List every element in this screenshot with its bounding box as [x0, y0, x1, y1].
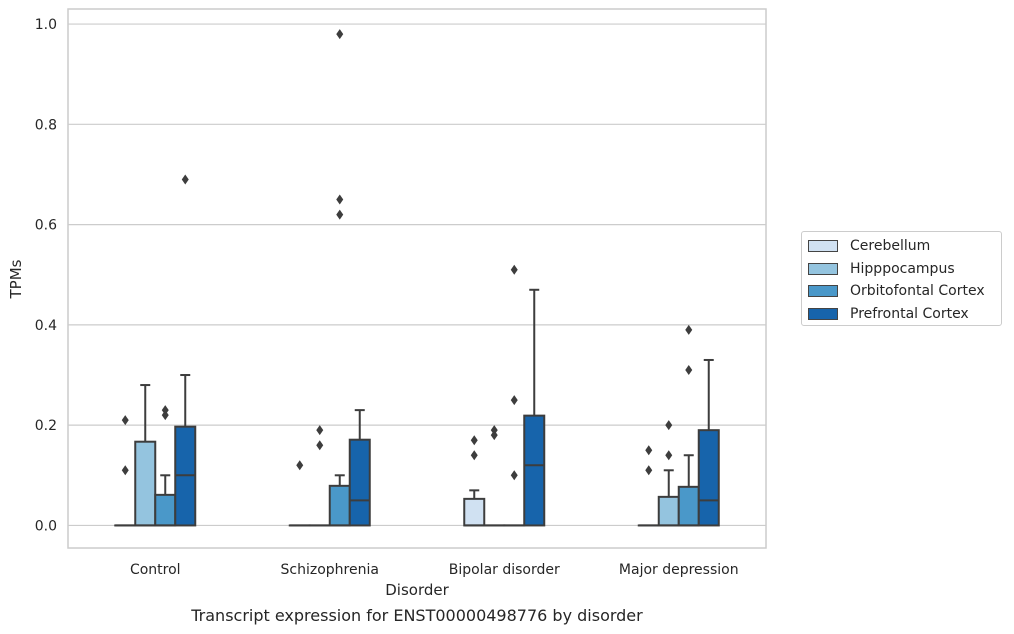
legend-item: Hipppocampus [808, 258, 1001, 281]
box-group [503, 264, 526, 527]
outlier-point [336, 209, 344, 220]
outlier-point [121, 465, 129, 476]
box-group [134, 384, 157, 527]
y-axis-ticks: 0.0 0.2 0.4 0.6 0.8 1.0 [35, 17, 57, 534]
y-tick-label: 0.8 [35, 117, 57, 133]
box-iqr [657, 495, 680, 527]
outlier-point [645, 465, 653, 476]
box-group [657, 420, 680, 527]
box-group [308, 425, 331, 527]
box-group [154, 405, 177, 527]
outlier-point [665, 450, 673, 461]
legend-swatch [808, 285, 838, 298]
legend-label: Cerebellum [850, 238, 931, 255]
outlier-point [316, 440, 324, 451]
legend-swatch [808, 240, 838, 253]
box-iqr [134, 440, 157, 527]
outlier-point [510, 470, 518, 481]
outlier-point [316, 425, 324, 436]
box-group [174, 174, 197, 527]
box-iqr [677, 485, 700, 527]
legend-label: Prefrontal Cortex [850, 305, 969, 322]
outlier-point [665, 420, 673, 431]
box-group [523, 288, 546, 527]
box-iqr [697, 429, 720, 527]
y-tick-label: 0.4 [35, 318, 57, 334]
chart-caption: Transcript expression for ENST0000049877… [191, 606, 643, 625]
legend-item: Prefrontal Cortex [808, 303, 1001, 326]
outlier-point [181, 174, 189, 185]
box-iqr [348, 438, 371, 527]
box-plots [114, 29, 720, 527]
box-group [463, 435, 486, 527]
outlier-point [336, 29, 344, 40]
box-group [483, 425, 506, 527]
box-iqr [523, 414, 546, 527]
legend-label: Orbitofontal Cortex [850, 283, 985, 300]
legend: Cerebellum Hipppocampus Orbitofontal Corte… [801, 231, 1002, 326]
x-tick-label: Major depression [619, 562, 739, 578]
outlier-point [490, 430, 498, 441]
box-group [348, 409, 371, 527]
box-group [697, 358, 720, 527]
outlier-point [470, 435, 478, 446]
box-group [637, 445, 660, 527]
legend-item: Orbitofontal Cortex [808, 280, 1001, 303]
outlier-point [510, 395, 518, 406]
outlier-point [296, 460, 304, 471]
legend-label: Hipppocampus [850, 260, 955, 277]
gridlines [68, 23, 766, 527]
x-tick-label: Schizophrenia [281, 562, 379, 578]
outlier-point [336, 194, 344, 205]
legend-swatch [808, 307, 838, 320]
outlier-point [490, 425, 498, 436]
x-tick-label: Control [130, 562, 181, 578]
box-iqr [154, 493, 177, 527]
outlier-point [685, 324, 693, 335]
x-axis-label: Disorder [385, 581, 449, 599]
y-tick-label: 1.0 [35, 17, 57, 33]
outlier-point [645, 445, 653, 456]
box-group [288, 460, 311, 527]
y-tick-label: 0.0 [35, 518, 57, 534]
legend-swatch [808, 262, 838, 275]
x-axis-ticks: Control Schizophrenia Bipolar disorder Majo… [130, 562, 739, 578]
outlier-point [510, 264, 518, 275]
box-group [328, 29, 351, 527]
y-tick-label: 0.2 [35, 418, 57, 434]
box-group [114, 415, 137, 527]
outlier-point [685, 365, 693, 376]
y-tick-label: 0.6 [35, 218, 57, 234]
y-axis-label: TPMs [7, 259, 25, 299]
legend-item: Cerebellum [808, 235, 1001, 258]
x-tick-label: Bipolar disorder [449, 562, 560, 578]
outlier-point [470, 450, 478, 461]
outlier-point [121, 415, 129, 426]
outlier-point [161, 410, 169, 421]
plot-area-frame [67, 8, 767, 549]
outlier-point [161, 405, 169, 416]
box-iqr [328, 484, 351, 527]
box-iqr [463, 497, 486, 527]
